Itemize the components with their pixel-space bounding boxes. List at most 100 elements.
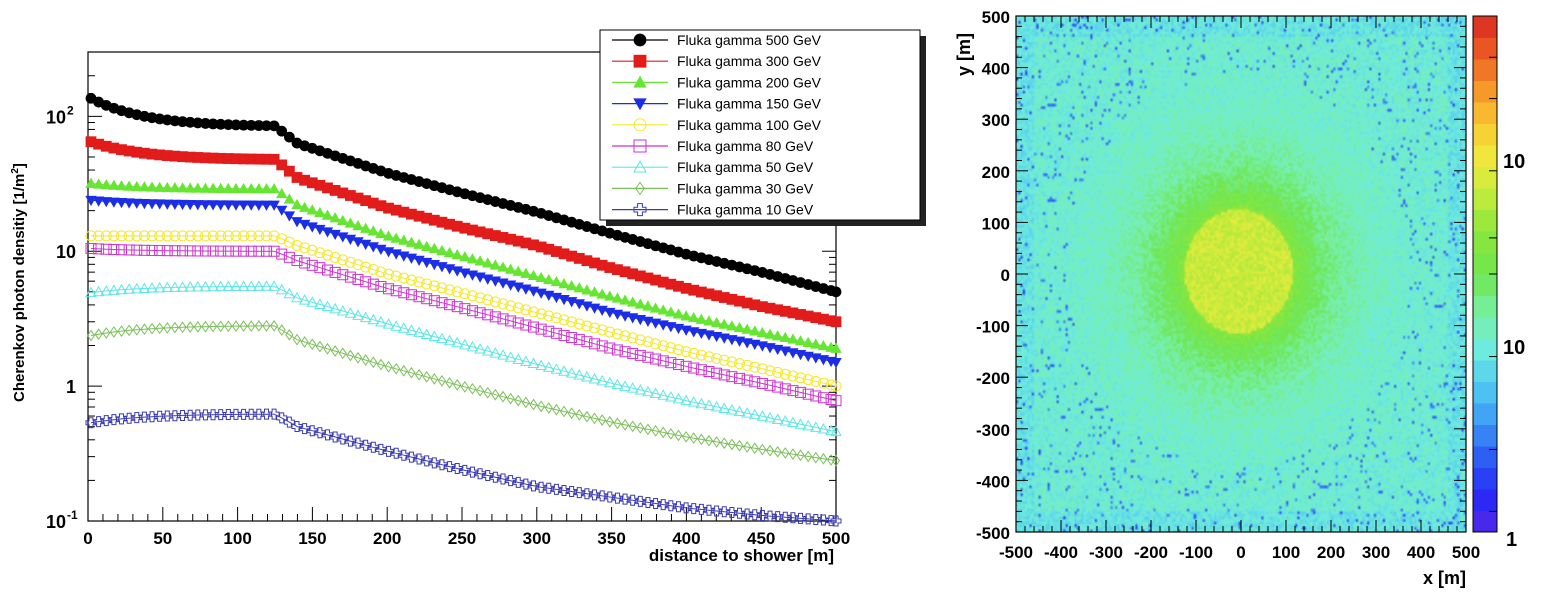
data-point (642, 300, 654, 311)
data-point (483, 386, 492, 399)
data-point (544, 402, 553, 414)
colorbar-segment (1473, 424, 1497, 447)
data-point (458, 338, 471, 350)
heatmap-image (1016, 16, 1466, 532)
data-point (830, 286, 842, 298)
data-point (626, 382, 639, 393)
data-point (85, 286, 97, 298)
data-point (550, 483, 562, 495)
data-point (779, 331, 791, 343)
data-point (542, 361, 555, 372)
data-point (413, 238, 425, 249)
data-point (117, 325, 126, 338)
data-point (512, 302, 524, 314)
data-point (505, 315, 517, 327)
data-point (123, 198, 135, 209)
data-point (208, 320, 218, 333)
data-point (489, 296, 501, 308)
data-point (718, 333, 730, 344)
data-point (405, 324, 418, 335)
data-point (573, 487, 585, 499)
data-point (276, 205, 288, 216)
data-point (344, 256, 356, 268)
data-point (831, 454, 841, 467)
data-point (85, 230, 97, 242)
data-point (253, 182, 265, 194)
data-point (283, 287, 296, 299)
data-point (703, 399, 715, 410)
data-point (300, 336, 309, 348)
data-point (810, 390, 822, 402)
data-point (123, 230, 135, 242)
legend-marker (633, 75, 647, 88)
data-point (688, 311, 700, 323)
data-point (390, 232, 402, 243)
data-point (414, 368, 424, 381)
heatmap-x-tick-label: 0 (1236, 543, 1245, 562)
data-point (215, 182, 227, 193)
data-point (352, 220, 364, 231)
data-point (299, 242, 311, 254)
data-point (123, 283, 135, 294)
data-point (482, 470, 494, 482)
data-point (405, 451, 417, 463)
data-point (474, 342, 486, 354)
data-point (275, 283, 288, 295)
data-point (634, 383, 647, 395)
data-point (649, 387, 662, 398)
data-point (627, 332, 639, 344)
colorbar-segment (1473, 16, 1497, 38)
data-point (605, 415, 614, 428)
data-point (528, 480, 540, 492)
data-point (306, 296, 319, 307)
data-point (665, 342, 677, 354)
data-point (306, 425, 318, 437)
data-point (733, 405, 746, 417)
data-point (666, 428, 675, 440)
data-point (146, 230, 158, 242)
data-point (405, 289, 417, 301)
data-point (643, 423, 653, 436)
data-point (809, 421, 822, 432)
data-point (268, 280, 280, 291)
data-point (322, 264, 334, 276)
data-point (169, 245, 181, 257)
data-point (680, 346, 692, 358)
data-point (672, 344, 684, 356)
data-point (611, 292, 624, 303)
data-point (322, 249, 334, 261)
data-point (314, 427, 326, 439)
data-point (588, 372, 601, 384)
data-point (116, 230, 128, 242)
data-point (344, 435, 356, 447)
data-point (108, 244, 120, 256)
data-point (830, 425, 842, 437)
data-point (552, 403, 561, 416)
data-point (245, 408, 257, 420)
data-point (659, 426, 668, 439)
data-point (116, 413, 128, 425)
data-point (474, 292, 486, 304)
data-point (352, 273, 364, 285)
data-point (383, 445, 395, 457)
legend-entry: Fluka gamma 80 GeV (612, 138, 814, 154)
data-point (764, 510, 776, 522)
heatmap-x-tick-label: 400 (1407, 543, 1435, 562)
data-point (245, 230, 257, 242)
data-point (830, 380, 842, 392)
data-point (436, 297, 448, 309)
data-point (581, 336, 593, 348)
data-point (398, 449, 410, 461)
data-point (566, 486, 578, 498)
data-point (795, 512, 807, 524)
data-point (314, 247, 326, 259)
data-point (581, 284, 593, 295)
data-point (323, 342, 332, 355)
data-point (474, 307, 486, 319)
data-point (573, 369, 586, 380)
data-point (176, 281, 189, 292)
data-point (437, 374, 447, 387)
data-point (153, 281, 166, 293)
data-point (322, 429, 334, 441)
